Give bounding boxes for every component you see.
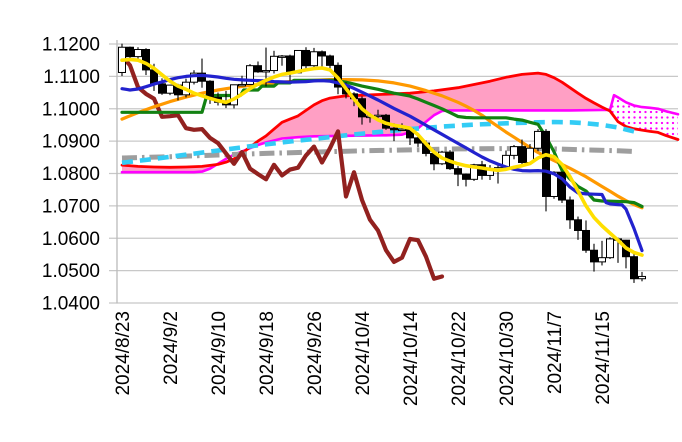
- candle-body: [142, 49, 150, 71]
- candle-body: [190, 72, 198, 83]
- candle-body: [558, 171, 566, 201]
- x-axis-date-label: 2024/9/26: [305, 311, 326, 396]
- candle-body: [606, 238, 614, 259]
- candle-body: [582, 229, 590, 251]
- y-axis-labels: 1.1200 1.1100 1.1000 1.0900 1.0800 1.0700 1.06…: [42, 35, 100, 315]
- candle-body: [166, 84, 174, 94]
- candle-body: [574, 219, 582, 231]
- candle-body: [134, 49, 142, 58]
- candle-body: [462, 173, 470, 180]
- candle-body: [470, 164, 478, 180]
- x-axis-date-label: 2024/10/30: [497, 311, 518, 406]
- candle-body: [278, 55, 286, 58]
- lagging-span-darkred-line: [119, 53, 445, 281]
- candle-body: [318, 51, 326, 57]
- candle-body: [254, 65, 262, 73]
- candle-body: [286, 55, 294, 74]
- x-axis-date-label: 2024/10/22: [449, 311, 470, 406]
- y-axis-tick-label: 1.1100: [43, 67, 100, 88]
- overlay-lines: [120, 57, 644, 257]
- candle-body: [158, 83, 166, 94]
- y-axis-tick-label: 1.0800: [42, 164, 100, 185]
- candle-body: [390, 127, 398, 131]
- x-axis-date-label: 2024/9/18: [257, 311, 278, 396]
- candle-body: [326, 55, 334, 66]
- y-axis-tick-label: 1.0500: [42, 261, 100, 282]
- ma-long-gray-dashdot-line: [121, 146, 635, 161]
- indicator-lines: [119, 53, 680, 281]
- candle-body: [246, 65, 254, 85]
- candle-body: [454, 168, 462, 175]
- candle-body: [590, 249, 598, 263]
- y-axis-tick-label: 1.0700: [42, 196, 100, 217]
- y-axis-tick-label: 1.0900: [42, 132, 100, 153]
- candle-body: [310, 51, 318, 67]
- candle-body: [126, 46, 134, 58]
- tenkan-yellow-line: [120, 57, 644, 257]
- candle-body: [518, 146, 526, 163]
- x-axis-date-label: 2024/11/7: [545, 311, 566, 394]
- x-axis-date-label: 2024/9/2: [161, 311, 182, 385]
- candle-body: [638, 275, 646, 280]
- x-axis-date-label: 2024/10/14: [401, 311, 422, 407]
- candle-body: [398, 128, 406, 132]
- candle-body: [238, 83, 246, 87]
- candle-body: [630, 256, 638, 280]
- candle-body: [566, 199, 574, 221]
- candle-body: [206, 80, 214, 98]
- y-axis-tick-label: 1.0400: [42, 294, 100, 315]
- candle-body: [510, 146, 518, 156]
- candlesticks: [118, 43, 646, 283]
- x-axis-date-label: 2024/11/15: [593, 311, 614, 405]
- y-axis-tick-label: 1.1000: [42, 99, 100, 120]
- candle-body: [598, 257, 606, 263]
- ma-orange-line: [120, 77, 644, 210]
- x-axis-date-labels: 2024/8/23 2024/9/2 2024/9/10 2024/9/18 2024/…: [113, 311, 614, 407]
- ma-blue-line: [120, 73, 644, 253]
- candle-body: [534, 130, 542, 149]
- x-axis-date-label: 2024/8/23: [113, 311, 134, 396]
- ma-long-cyan-dashed-line: [121, 119, 635, 166]
- x-axis-date-label: 2024/9/10: [209, 311, 230, 396]
- y-axis-tick-label: 1.0600: [42, 229, 100, 250]
- x-axis-date-label: 2024/10/4: [353, 311, 374, 396]
- candle-body: [262, 70, 270, 73]
- candle-body: [270, 55, 278, 72]
- y-axis-tick-label: 1.1200: [42, 35, 100, 56]
- candle-body: [302, 49, 310, 67]
- candle-body: [542, 130, 550, 197]
